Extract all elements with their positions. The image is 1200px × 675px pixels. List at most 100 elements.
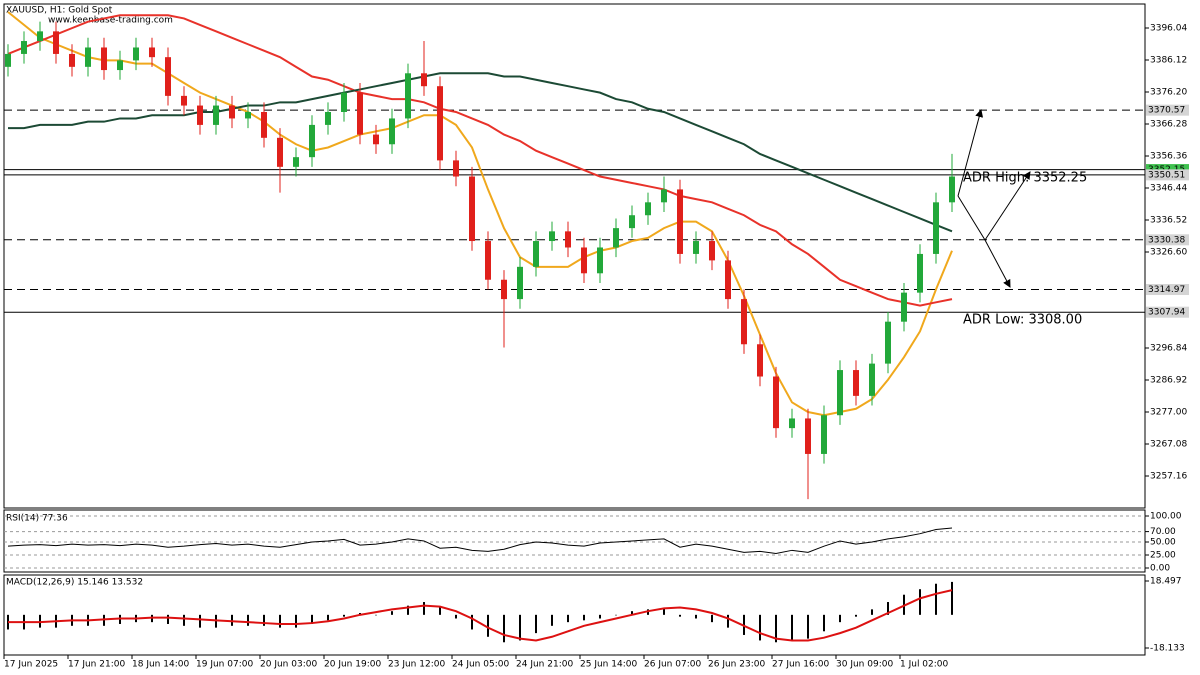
histogram-bar: [183, 614, 185, 626]
level-label-box: [1146, 169, 1189, 181]
level-label: 3314.97: [1148, 285, 1185, 295]
x-tick-label: 24 Jun 21:00: [516, 660, 573, 670]
candle-body: [229, 105, 235, 119]
candle-body: [149, 47, 155, 58]
histogram-bar: [839, 614, 841, 623]
candle-body: [661, 189, 667, 203]
candle-body: [453, 160, 459, 177]
candle-body: [613, 228, 619, 248]
candle-body: [757, 344, 763, 377]
candle-body: [85, 47, 91, 67]
y-tick-label: 3356.36: [1150, 152, 1187, 162]
y-tick-label: 50.00: [1150, 538, 1176, 548]
candle-body: [597, 247, 603, 274]
candle-body: [437, 86, 443, 161]
histogram-bar: [951, 581, 953, 615]
x-tick-label: 20 Jun 03:00: [260, 660, 317, 670]
candle-body: [773, 376, 779, 429]
y-tick-label: -18.133: [1150, 644, 1185, 654]
candle-body: [949, 176, 955, 203]
candle-body: [117, 60, 123, 71]
x-tick-label: 27 Jun 16:00: [772, 660, 829, 670]
chart-title: XAUUSD, H1: Gold Spot: [6, 6, 113, 16]
histogram-bar: [759, 614, 761, 641]
candle-body: [869, 363, 875, 396]
histogram-bar: [423, 602, 425, 615]
candle-body: [69, 53, 75, 67]
histogram-bar: [567, 614, 569, 623]
candle-body: [501, 279, 507, 300]
histogram-bar: [727, 614, 729, 628]
candle-body: [293, 157, 299, 167]
x-tick-label: 23 Jun 12:00: [388, 660, 445, 670]
candle-body: [133, 47, 139, 61]
x-tick-label: 25 Jun 14:00: [580, 660, 637, 670]
y-tick-label: 3326.60: [1150, 248, 1187, 258]
histogram-bar: [679, 614, 681, 617]
level-label: 3370.57: [1148, 106, 1185, 116]
candle-body: [53, 31, 59, 54]
histogram-bar: [199, 614, 201, 628]
y-tick-label: 3277.00: [1150, 408, 1187, 418]
annotation: ADR High: 3352.25: [963, 171, 1087, 186]
candle-body: [389, 118, 395, 145]
histogram-bar: [327, 614, 329, 621]
rsi-title: RSI(14) 77.36: [6, 514, 68, 524]
candle-body: [421, 73, 427, 87]
candle-body: [517, 266, 523, 300]
candle-body: [709, 241, 715, 261]
histogram-bar: [935, 583, 937, 615]
y-tick-label: 3366.28: [1150, 120, 1187, 130]
histogram-bar: [535, 614, 537, 634]
candle-body: [485, 241, 491, 280]
histogram-bar: [871, 609, 873, 615]
histogram-bar: [167, 614, 169, 624]
histogram-bar: [615, 614, 617, 616]
level-label-box: [1146, 234, 1189, 246]
y-tick-label: 3336.52: [1150, 216, 1187, 226]
candle-body: [197, 105, 203, 125]
level-label-box: [1146, 104, 1189, 116]
histogram-bar: [279, 614, 281, 628]
candle-body: [901, 292, 907, 322]
candle-body: [725, 260, 731, 300]
histogram-bar: [343, 614, 345, 617]
histogram-bar: [791, 614, 793, 641]
candle-body: [629, 215, 635, 229]
candle-body: [469, 176, 475, 242]
x-tick-label: 24 Jun 05:00: [452, 660, 509, 670]
rsi-pane: [3, 509, 1146, 573]
candle-body: [805, 418, 811, 454]
candle-body: [933, 202, 939, 254]
x-tick-label: 20 Jun 19:00: [324, 660, 381, 670]
histogram-bar: [295, 614, 297, 628]
y-tick-label: 0.00: [1150, 564, 1170, 574]
histogram-bar: [439, 607, 441, 615]
histogram-bar: [519, 614, 521, 641]
y-tick-label: 100.00: [1150, 512, 1182, 522]
level-label: 3307.94: [1148, 308, 1185, 318]
level-label: 3330.38: [1148, 235, 1185, 245]
candle-body: [677, 189, 683, 254]
histogram-bar: [263, 614, 265, 626]
candle-body: [405, 73, 411, 119]
x-tick-label: 1 Jul 02:00: [900, 660, 949, 670]
candle-body: [165, 57, 171, 96]
candle-body: [821, 415, 827, 454]
candle-body: [565, 231, 571, 248]
annotation: ADR Low: 3308.00: [963, 313, 1082, 328]
x-tick-label: 26 Jun 07:00: [644, 660, 701, 670]
candle-body: [789, 418, 795, 429]
histogram-bar: [695, 614, 697, 619]
x-tick-label: 26 Jun 23:00: [708, 660, 765, 670]
rsi-line: [7, 527, 953, 554]
level-label-box: [1146, 284, 1189, 296]
y-tick-label: 3286.92: [1150, 376, 1187, 386]
x-tick-label: 19 Jun 07:00: [196, 660, 253, 670]
x-tick-label: 17 Jun 21:00: [68, 660, 125, 670]
x-tick-label: 30 Jun 09:00: [836, 660, 893, 670]
x-tick-label: 18 Jun 14:00: [132, 660, 189, 670]
price-pane: [3, 3, 1146, 509]
y-tick-label: 3396.04: [1150, 24, 1187, 34]
histogram-bar: [311, 614, 313, 624]
